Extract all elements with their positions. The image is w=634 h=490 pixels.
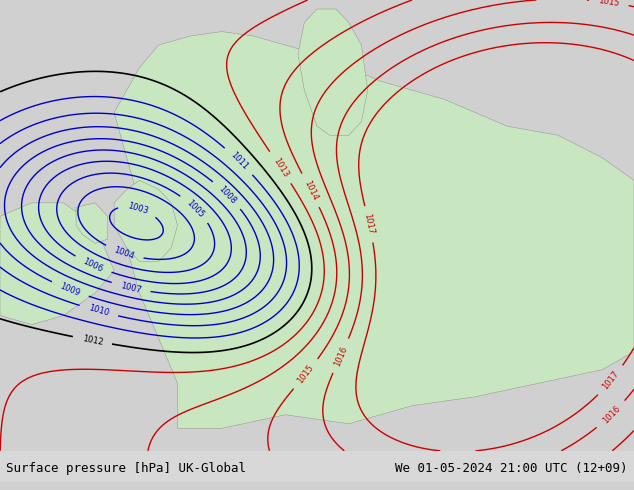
Text: Surface pressure [hPa] UK-Global: Surface pressure [hPa] UK-Global xyxy=(6,463,247,475)
Text: 1017: 1017 xyxy=(363,213,376,236)
Text: 1015: 1015 xyxy=(598,0,620,8)
Text: 1006: 1006 xyxy=(82,256,105,274)
Polygon shape xyxy=(298,9,368,135)
Text: 1011: 1011 xyxy=(228,150,249,172)
Text: We 01-05-2024 21:00 UTC (12+09): We 01-05-2024 21:00 UTC (12+09) xyxy=(395,463,628,475)
Text: 1003: 1003 xyxy=(127,201,150,216)
Bar xyxy=(0,451,634,482)
Text: 1017: 1017 xyxy=(601,369,621,392)
Text: 1009: 1009 xyxy=(59,281,82,298)
Text: 1010: 1010 xyxy=(87,304,110,318)
Text: 1015: 1015 xyxy=(296,363,316,385)
Text: 1008: 1008 xyxy=(217,184,238,206)
Text: 1007: 1007 xyxy=(120,281,142,294)
Text: 1013: 1013 xyxy=(271,156,290,179)
Polygon shape xyxy=(76,203,108,244)
Text: 1012: 1012 xyxy=(81,334,103,347)
Text: 1016: 1016 xyxy=(333,344,349,368)
Text: 1014: 1014 xyxy=(302,179,320,202)
Polygon shape xyxy=(114,180,178,262)
Polygon shape xyxy=(114,31,634,428)
Polygon shape xyxy=(0,203,114,324)
Text: 1005: 1005 xyxy=(185,197,206,219)
Text: 1016: 1016 xyxy=(600,404,622,425)
Text: 1004: 1004 xyxy=(113,245,136,261)
